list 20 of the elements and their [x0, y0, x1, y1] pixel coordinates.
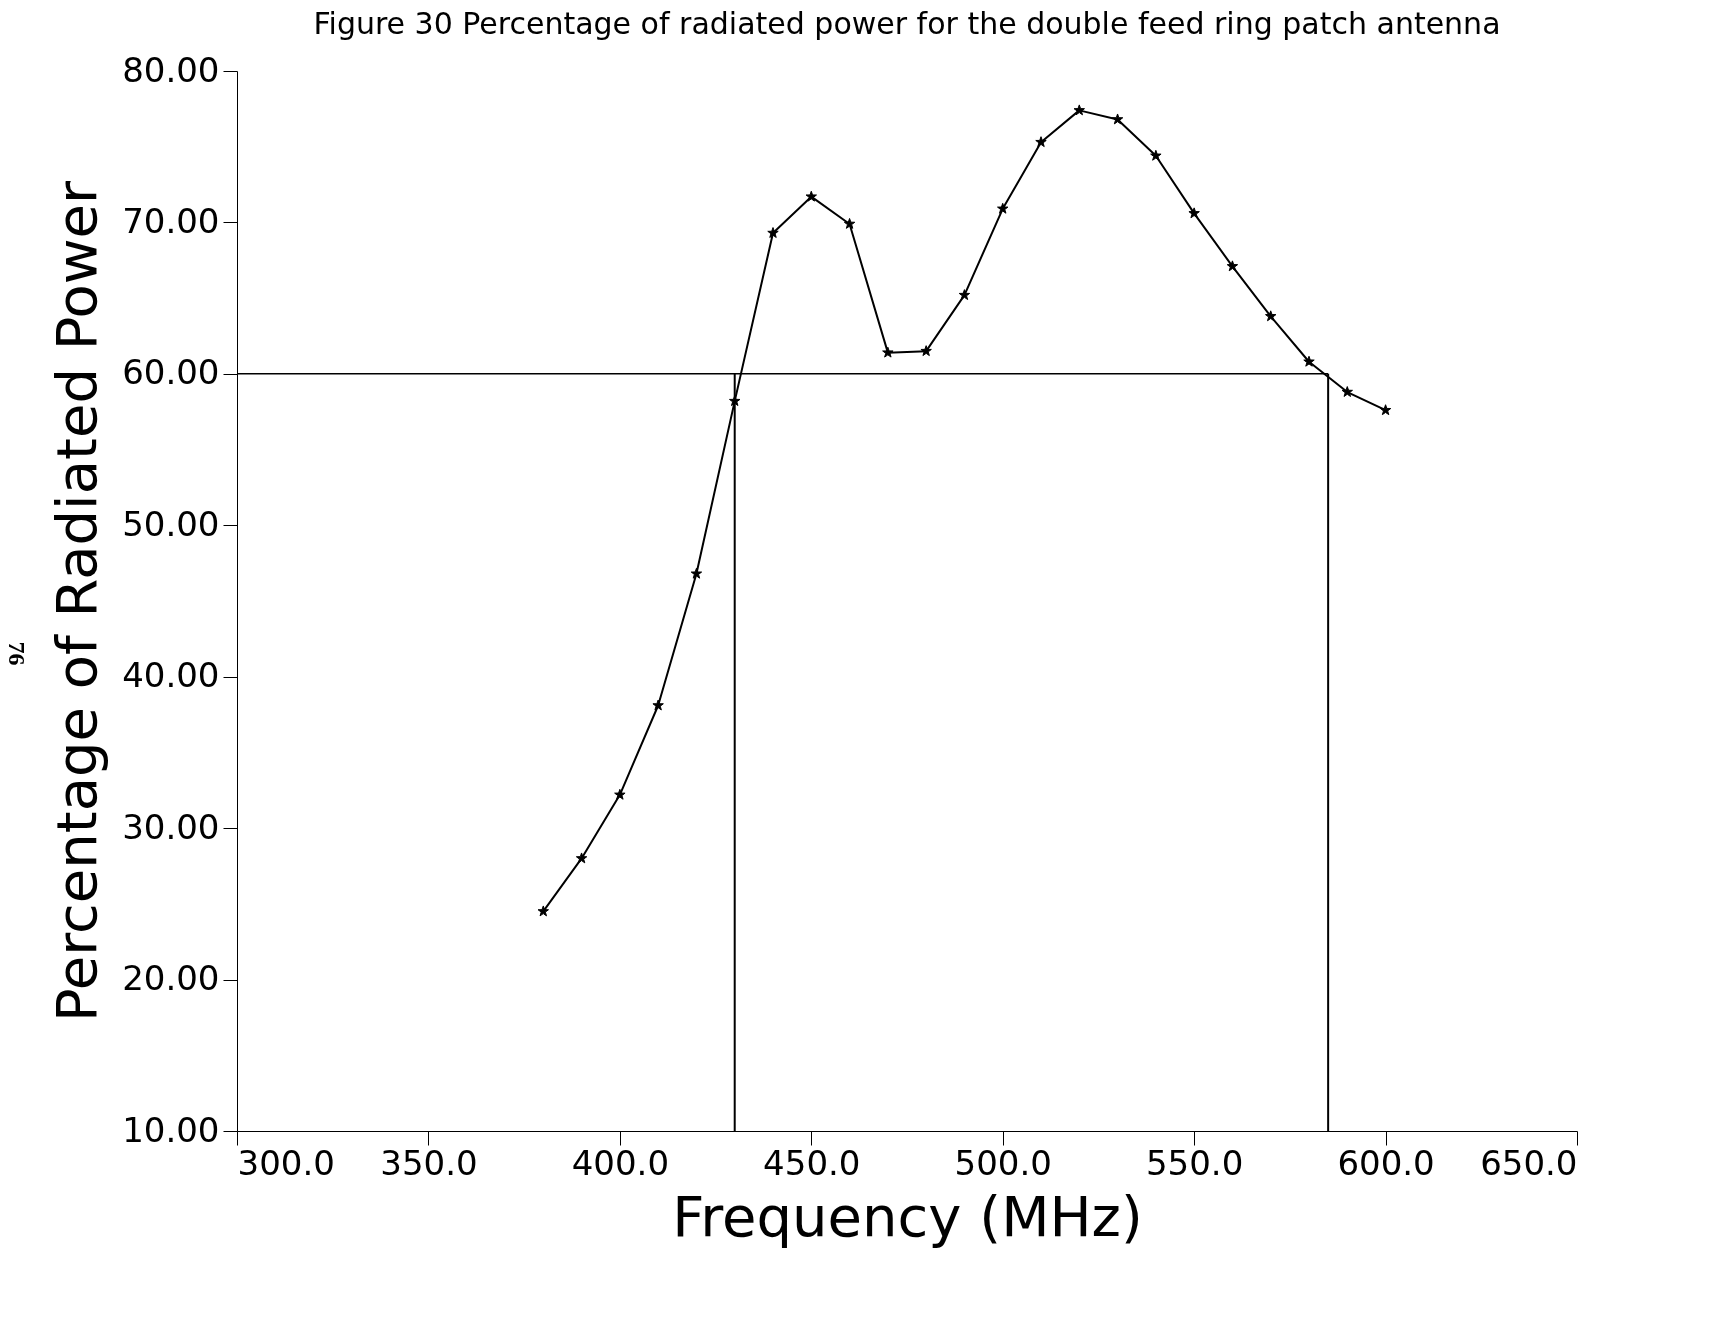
x-tick-label: 300.0: [237, 1142, 335, 1183]
y-tick-label: 40.00: [122, 655, 220, 696]
y-tick-label: 60.00: [122, 352, 220, 393]
y-tick-label: 70.00: [122, 200, 220, 241]
chart-title: Figure 30 Percentage of radiated power for the double feed ring patch antenna: [313, 6, 1501, 41]
y-axis-title: Percentage of Radiated Power: [44, 179, 110, 1023]
text: 76: [2, 641, 30, 666]
x-tick-label: 450.0: [763, 1142, 861, 1183]
y-tick-label: 20.00: [122, 958, 220, 999]
x-tick-label: 350.0: [380, 1142, 478, 1183]
x-axis-title: Frequency (MHz): [672, 1183, 1143, 1249]
y-tick-label: 80.00: [122, 49, 220, 90]
y-tick-label: 50.00: [122, 503, 220, 544]
x-tick-label: 500.0: [954, 1142, 1052, 1183]
y-tick-label: 30.00: [122, 806, 220, 847]
x-tick-label: 650.0: [1480, 1142, 1578, 1183]
x-tick-label: 550.0: [1145, 1142, 1244, 1183]
x-tick-label: 400.0: [571, 1142, 670, 1183]
x-tick-label: 600.0: [1337, 1142, 1435, 1183]
y-tick-label: 10.00: [122, 1109, 220, 1150]
